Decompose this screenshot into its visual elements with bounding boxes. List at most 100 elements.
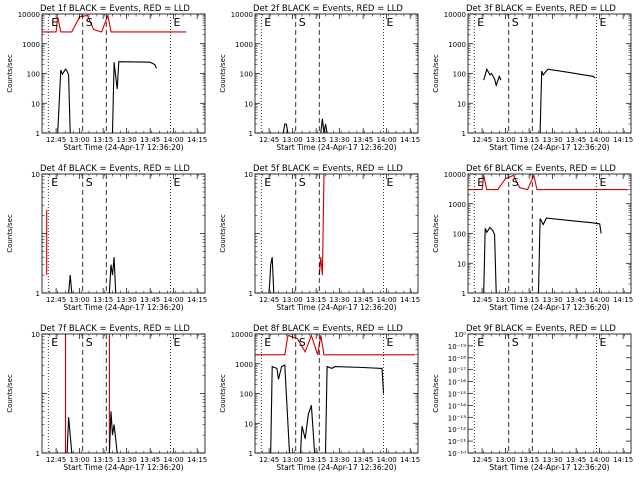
x-tick-label: 12:45 [472,296,492,304]
x-tick-label: 13:15 [519,456,539,464]
x-tick-label: 13:45 [566,456,586,464]
y-axis-label: Counts/sec [219,214,227,253]
y-tick-label: 10⁻¹⁷ [448,367,466,375]
x-tick-label: 14:00 [164,136,184,144]
chart-panel: Det 8f BLACK = Events, RED = LLD 1 10 100 10… [219,324,420,472]
y-axis-label: Counts/sec [219,374,227,413]
chart-panel: Det 4f BLACK = Events, RED = LLD 1 10 12:45… [6,164,207,312]
y-tick-label: 10000 [444,171,466,179]
x-tick-label: 13:45 [566,296,586,304]
x-tick-label: 14:15 [187,296,207,304]
data-series-line [299,405,316,453]
y-tick-label: 10000 [18,11,40,19]
y-axis-label: Counts/sec [432,214,440,253]
time-marker-label: E [477,176,484,189]
time-marker-label: S [299,16,306,29]
time-marker-label: S [512,16,519,29]
x-tick-label: 13:45 [140,136,160,144]
y-tick-label: 1000 [235,41,253,49]
plot-frame [41,173,206,294]
y-tick-label: 1 [249,290,253,298]
y-tick-label: 10 [457,260,466,268]
plot-area [268,174,325,293]
x-tick-label: 13:30 [117,136,137,144]
time-marker-label: E [264,16,271,29]
data-series-line [108,411,118,453]
x-tick-label: 13:00 [496,136,516,144]
x-tick-label: 14:15 [613,456,633,464]
x-tick-label: 13:30 [330,456,350,464]
y-axis-label: Counts/sec [432,374,440,413]
y-tick-label: 10 [457,100,466,108]
plot-area [468,174,628,293]
chart-title: Det 9f BLACK = Events, RED = LLD [466,324,616,334]
x-tick-label: 14:15 [613,136,633,144]
time-marker-label: S [299,336,306,349]
time-marker-label: E [387,336,394,349]
chart-panel: Det 7f BLACK = Events, RED = LLD 1 10 12:45… [6,324,207,472]
y-tick-label: 1000 [448,41,466,49]
data-series-line [282,123,289,133]
y-tick-label: 1 [462,130,466,138]
x-tick-label: 12:45 [259,456,279,464]
data-series-line [483,67,502,88]
chart-panel: Det 1f BLACK = Events, RED = LLD 1 10 100 10… [6,4,207,152]
y-tick-label: 10 [244,420,253,428]
time-marker-label: S [86,176,93,189]
x-tick-label: 14:00 [590,296,610,304]
x-tick-label: 13:30 [543,456,563,464]
time-marker-label: E [477,16,484,29]
x-tick-label: 12:45 [46,456,66,464]
x-tick-label: 14:00 [590,456,610,464]
y-tick-label: 100 [453,231,466,239]
y-tick-label: 10⁻¹⁹ [448,343,466,351]
data-series-line [270,364,291,453]
y-tick-label: 10⁻¹² [448,426,466,434]
x-axis-label: Start Time (24-Apr-17 12:36:20) [276,463,396,472]
chart-title: Det 2f BLACK = Events, RED = LLD [253,4,403,14]
data-series-line [42,14,187,33]
x-tick-label: 13:45 [353,296,373,304]
y-tick-label: 1 [249,130,253,138]
y-tick-label: 1 [462,290,466,298]
y-axis-label: Counts/sec [219,54,227,93]
time-marker-label: E [387,176,394,189]
y-tick-label: 10⁻¹³ [448,414,466,422]
time-marker-label: E [600,336,607,349]
x-tick-label: 14:15 [613,296,633,304]
y-tick-label: 100 [240,71,253,79]
x-tick-label: 13:00 [70,456,90,464]
y-tick-label: 10⁻¹⁰ [448,450,466,458]
x-tick-label: 13:15 [306,136,326,144]
time-marker-label: E [264,176,271,189]
x-tick-label: 13:15 [93,136,113,144]
x-tick-label: 12:45 [46,296,66,304]
x-axis-label: Start Time (24-Apr-17 12:36:20) [63,143,183,152]
y-tick-label: 10⁻¹⁵ [448,391,466,399]
x-tick-label: 13:30 [543,296,563,304]
x-tick-label: 13:15 [306,296,326,304]
x-tick-label: 13:00 [70,136,90,144]
time-marker-label: S [512,176,519,189]
chart-title: Det 7f BLACK = Events, RED = LLD [40,324,190,334]
y-tick-label: 10 [31,171,40,179]
time-marker-label: E [387,16,394,29]
x-tick-label: 14:00 [377,456,397,464]
x-axis-label: Start Time (24-Apr-17 12:36:20) [63,303,183,312]
y-tick-label: 10 [244,100,253,108]
plot-frame [254,333,419,454]
x-tick-label: 13:45 [140,296,160,304]
x-axis-label: Start Time (24-Apr-17 12:36:20) [489,463,609,472]
time-marker-label: E [477,336,484,349]
y-tick-label: 1 [36,290,40,298]
y-tick-label: 10⁻¹⁸ [448,355,466,363]
x-tick-label: 13:15 [93,456,113,464]
x-tick-label: 13:00 [283,456,303,464]
x-tick-label: 13:15 [519,296,539,304]
data-series-line [66,417,73,453]
y-tick-label: 10⁰ [454,331,466,339]
chart-title: Det 8f BLACK = Events, RED = LLD [253,324,403,334]
time-marker-label: S [512,336,519,349]
time-marker-label: S [86,336,93,349]
x-tick-label: 14:00 [590,136,610,144]
